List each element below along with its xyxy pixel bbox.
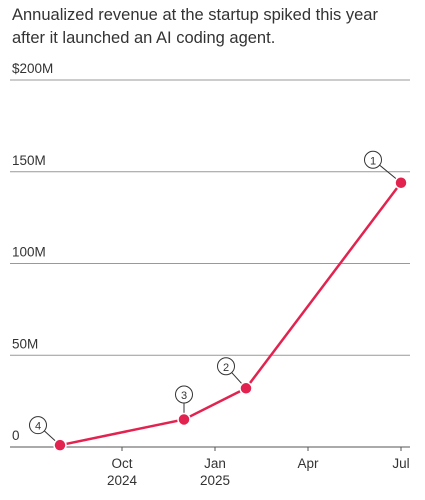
y-tick-label: 0 xyxy=(12,428,20,443)
callout-label: 1 xyxy=(370,155,376,167)
y-tick-label: $200M xyxy=(12,61,53,76)
x-tick-label-line: Jan xyxy=(204,456,226,471)
x-tick-label: Oct 2024 xyxy=(107,456,138,488)
callout-label: 2 xyxy=(223,362,229,374)
callout-circle xyxy=(217,357,235,376)
chart-title: Annualized revenue at the startup spiked… xyxy=(12,6,378,47)
callout-circle xyxy=(29,416,47,435)
y-tick-label: 50M xyxy=(12,336,38,351)
callout-circle xyxy=(175,385,193,404)
x-tick-label: Jul xyxy=(392,456,409,471)
y-tick-label: 150M xyxy=(12,153,46,168)
x-tick-label-line: 2025 xyxy=(200,473,230,488)
line xyxy=(59,182,402,447)
x-tick-label: Jan 2025 xyxy=(200,456,230,488)
point xyxy=(53,438,67,452)
callout-circle xyxy=(364,150,382,169)
callout-label: 3 xyxy=(181,390,187,402)
point xyxy=(394,176,408,190)
point xyxy=(177,412,191,427)
x-tick-label-line: Apr xyxy=(297,456,319,471)
y-tick-label: 100M xyxy=(12,245,46,260)
x-tick-label-line: 2024 xyxy=(107,473,138,488)
x-tick-label-line: Oct xyxy=(111,456,132,471)
point xyxy=(239,381,253,396)
x-tick-label-line: Jul xyxy=(392,456,409,471)
x-tick-label: Apr xyxy=(297,456,319,471)
callout-label: 4 xyxy=(35,421,41,433)
